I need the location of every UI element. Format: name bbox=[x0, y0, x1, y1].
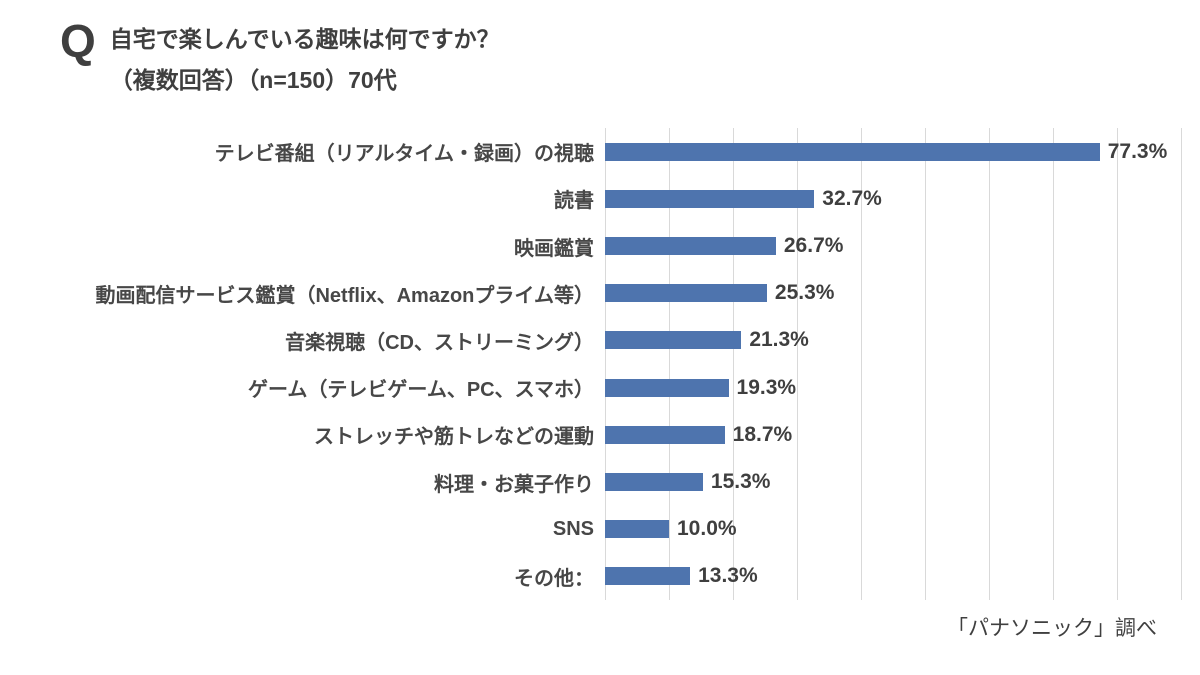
category-label: 音楽視聴（CD、ストリーミング） bbox=[285, 331, 594, 354]
data-bar bbox=[605, 237, 776, 255]
data-bar bbox=[605, 567, 691, 586]
gridline-70 bbox=[1053, 128, 1054, 600]
data-bar bbox=[605, 284, 767, 303]
data-bar bbox=[605, 331, 742, 350]
bar-track: 19.3% bbox=[605, 376, 1181, 400]
gridline-30 bbox=[797, 128, 798, 600]
gridline-50 bbox=[925, 128, 926, 600]
bar-track: 18.7% bbox=[605, 423, 1181, 447]
data-bar bbox=[605, 142, 1100, 161]
category-label: ストレッチや筋トレなどの運動 bbox=[314, 426, 594, 449]
gridline-20 bbox=[733, 128, 734, 600]
data-label: 26.7% bbox=[783, 234, 844, 257]
data-label: 15.3% bbox=[710, 470, 771, 494]
bar-track: 32.7% bbox=[605, 187, 1181, 211]
chart-row: 料理・お菓子作り 15.3% bbox=[0, 458, 1181, 505]
gridline-90 bbox=[1181, 128, 1182, 600]
data-label: 13.3% bbox=[698, 564, 758, 588]
bar-track: 21.3% bbox=[605, 328, 1181, 352]
chart-row: 映画鑑賞 26.7% bbox=[0, 222, 1181, 269]
bar-track: 13.3% bbox=[605, 564, 1181, 588]
data-bar bbox=[605, 425, 725, 444]
question-mark-label: Q bbox=[60, 15, 96, 67]
category-label: ゲーム（テレビゲーム、PC、スマホ） bbox=[248, 379, 594, 402]
chart-row: テレビ番組（リアルタイム・録画）の視聴 77.3% bbox=[0, 128, 1181, 175]
chart-row: その他： 13.3% bbox=[0, 553, 1181, 600]
gridline-80 bbox=[1117, 128, 1118, 600]
category-label: SNS bbox=[552, 517, 594, 540]
chart-title: 自宅で楽しんでいる趣味は何ですか？ （複数回答）（n=150）70代 bbox=[110, 18, 500, 92]
chart-row: ゲーム（テレビゲーム、PC、スマホ） 19.3% bbox=[0, 364, 1181, 411]
gridline-60 bbox=[989, 128, 990, 600]
bar-track: 25.3% bbox=[605, 281, 1181, 305]
chart-row: 動画配信サービス鑑賞（Netflix、Amazonプライム等） 25.3% bbox=[0, 270, 1181, 317]
data-label: 77.3% bbox=[1107, 139, 1168, 163]
chart-title-line2: （複数回答）（n=150）70代 bbox=[109, 67, 397, 93]
gridline-40 bbox=[861, 128, 862, 600]
chart-row: SNS 10.0% bbox=[0, 506, 1181, 553]
chart-row: 読書 32.7% bbox=[0, 175, 1181, 222]
chart-header: Q 自宅で楽しんでいる趣味は何ですか？ （複数回答）（n=150）70代 bbox=[60, 18, 500, 92]
bar-track: 10.0% bbox=[605, 517, 1181, 541]
category-label: 映画鑑賞 bbox=[514, 237, 594, 260]
bar-track: 15.3% bbox=[605, 470, 1181, 494]
data-label: 25.3% bbox=[774, 281, 835, 305]
data-bar bbox=[605, 520, 669, 539]
gridline-0 bbox=[605, 128, 606, 600]
category-label: 料理・お菓子作り bbox=[434, 473, 594, 496]
data-bar bbox=[605, 378, 729, 397]
data-label: 18.7% bbox=[732, 422, 793, 446]
chart-row: 音楽視聴（CD、ストリーミング） 21.3% bbox=[0, 317, 1181, 364]
data-label: 21.3% bbox=[749, 328, 809, 352]
bar-track: 77.3% bbox=[605, 140, 1181, 164]
source-attribution: 「パナソニック」調べ bbox=[947, 617, 1157, 640]
chart-title-line1: 自宅で楽しんでいる趣味は何ですか？ bbox=[109, 26, 500, 52]
bar-rows: テレビ番組（リアルタイム・録画）の視聴 77.3% 読書 32.7% 映画鑑賞 26.7%… bbox=[0, 128, 1181, 600]
data-label: 10.0% bbox=[677, 517, 737, 541]
category-label: 読書 bbox=[554, 190, 594, 213]
data-label: 19.3% bbox=[736, 375, 797, 399]
bar-track: 26.7% bbox=[605, 234, 1181, 258]
gridlines bbox=[605, 128, 1182, 600]
data-label: 32.7% bbox=[822, 186, 882, 210]
category-label: テレビ番組（リアルタイム・録画）の視聴 bbox=[214, 143, 594, 166]
category-label: その他： bbox=[514, 567, 594, 590]
category-label: 動画配信サービス鑑賞（Netflix、Amazonプライム等） bbox=[95, 284, 594, 307]
gridline-10 bbox=[669, 128, 670, 600]
data-bar bbox=[605, 473, 703, 492]
chart-row: ストレッチや筋トレなどの運動 18.7% bbox=[0, 411, 1181, 458]
data-bar bbox=[605, 189, 815, 208]
bar-chart: テレビ番組（リアルタイム・録画）の視聴 77.3% 読書 32.7% 映画鑑賞 26.7%… bbox=[0, 128, 1182, 600]
